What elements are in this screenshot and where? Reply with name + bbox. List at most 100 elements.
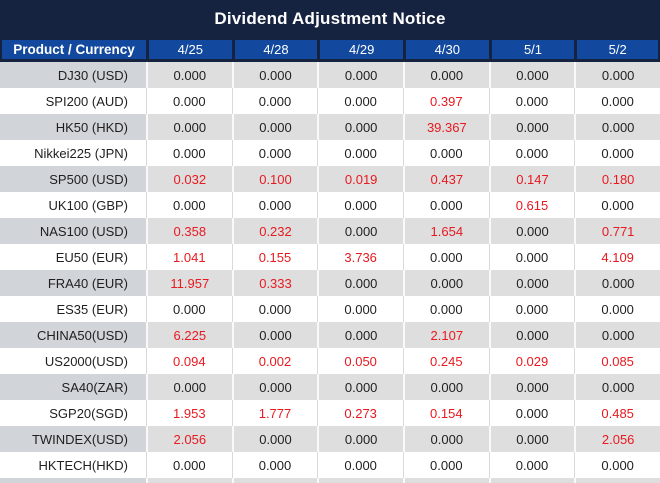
value-cell: 1.777: [231, 400, 318, 426]
page-title: Dividend Adjustment Notice: [214, 9, 446, 28]
value-cell: 0.000: [488, 426, 575, 452]
product-cell: SP500 (USD): [0, 166, 146, 192]
table-row: ES35 (EUR) 0.000 0.000 0.000 0.000 0.000 0.000: [0, 296, 660, 322]
table-row: HKTECH(HKD) 0.000 0.000 0.000 0.000 0.000 0.00…: [0, 452, 660, 478]
date-header-cell: 4/28: [231, 38, 318, 62]
date-header-cell: 5/1: [488, 38, 575, 62]
product-cell: SPI200 (AUD): [0, 88, 146, 114]
product-cell: DJ30 (USD): [0, 62, 146, 88]
value-cell: 0.000: [402, 452, 489, 478]
product-cell: TWINDEX(USD): [0, 426, 146, 452]
value-cell: 11.957: [146, 270, 232, 296]
value-cell: 0.273: [317, 400, 403, 426]
table-row: HK50 (HKD) 0.000 0.000 0.000 39.367 0.000 0.00…: [0, 114, 660, 140]
product-cell: UK100 (GBP): [0, 192, 146, 218]
value-cell: 0.000: [574, 114, 660, 140]
table-row: UK100 (GBP) 0.000 0.000 0.000 0.000 0.615 0.00…: [0, 192, 660, 218]
value-cell: 0.000: [574, 62, 660, 88]
product-cell: HKTECH(HKD): [0, 452, 146, 478]
value-cell: 0.000: [488, 88, 575, 114]
product-currency-header-cell: Product / Currency: [0, 38, 146, 62]
value-cell: 0.000: [146, 374, 232, 400]
date-header-cell: 4/30: [402, 38, 489, 62]
value-cell: 0.000: [402, 62, 489, 88]
date-header-cell: 4/29: [317, 38, 403, 62]
value-cell: 0.000: [488, 270, 575, 296]
value-cell: 2.056: [574, 426, 660, 452]
value-cell: 0.000: [317, 114, 403, 140]
table-row: TWINDEX(USD) 2.056 0.000 0.000 0.000 0.000 2.0…: [0, 426, 660, 452]
date-header-cell: 5/2: [574, 38, 660, 62]
value-cell: 0.000: [488, 218, 575, 244]
value-cell: 0.000: [402, 270, 489, 296]
value-cell: 0.000: [146, 62, 232, 88]
value-cell: 0.002: [231, 348, 318, 374]
value-cell: 0.000: [488, 374, 575, 400]
value-cell: 0.232: [231, 218, 318, 244]
clipped-cell: [574, 478, 660, 483]
value-cell: 0.000: [231, 114, 318, 140]
date-header-cell: 4/25: [146, 38, 232, 62]
value-cell: 1.041: [146, 244, 232, 270]
value-cell: 0.358: [146, 218, 232, 244]
product-cell: HK50 (HKD): [0, 114, 146, 140]
product-cell: SGP20(SGD): [0, 400, 146, 426]
table-row: CHINA50(USD) 6.225 0.000 0.000 2.107 0.000 0.0…: [0, 322, 660, 348]
value-cell: 0.094: [146, 348, 232, 374]
value-cell: 0.397: [402, 88, 489, 114]
product-cell: ES35 (EUR): [0, 296, 146, 322]
table-row: SPI200 (AUD) 0.000 0.000 0.000 0.397 0.000 0.0…: [0, 88, 660, 114]
value-cell: 0.000: [231, 426, 318, 452]
product-cell: Nikkei225 (JPN): [0, 140, 146, 166]
value-cell: 0.000: [574, 374, 660, 400]
table-row: SGP20(SGD) 1.953 1.777 0.273 0.154 0.000 0.485: [0, 400, 660, 426]
clipped-cell: [488, 478, 575, 483]
value-cell: 0.000: [146, 296, 232, 322]
value-cell: 0.000: [317, 296, 403, 322]
value-cell: 0.147: [488, 166, 575, 192]
value-cell: 0.000: [317, 426, 403, 452]
clipped-cell: [0, 478, 146, 483]
value-cell: 0.000: [488, 296, 575, 322]
value-cell: 0.154: [402, 400, 489, 426]
value-cell: 0.000: [231, 296, 318, 322]
table-row: FRA40 (EUR) 11.957 0.333 0.000 0.000 0.000 0.0…: [0, 270, 660, 296]
value-cell: 0.000: [402, 374, 489, 400]
product-cell: NAS100 (USD): [0, 218, 146, 244]
value-cell: 0.000: [317, 192, 403, 218]
title-bar: Dividend Adjustment Notice: [0, 0, 660, 38]
value-cell: 0.180: [574, 166, 660, 192]
product-cell: SA40(ZAR): [0, 374, 146, 400]
value-cell: 0.000: [317, 374, 403, 400]
value-cell: 0.019: [317, 166, 403, 192]
value-cell: 0.000: [317, 270, 403, 296]
value-cell: 0.032: [146, 166, 232, 192]
value-cell: 0.000: [402, 296, 489, 322]
value-cell: 0.000: [317, 88, 403, 114]
value-cell: 0.000: [146, 192, 232, 218]
value-cell: 1.654: [402, 218, 489, 244]
value-cell: 0.000: [402, 244, 489, 270]
value-cell: 0.000: [146, 140, 232, 166]
clipped-cell: [317, 478, 403, 483]
value-cell: 2.107: [402, 322, 489, 348]
value-cell: 0.000: [574, 270, 660, 296]
value-cell: 0.000: [146, 452, 232, 478]
value-cell: 0.000: [488, 400, 575, 426]
value-cell: 0.000: [146, 88, 232, 114]
value-cell: 0.000: [574, 322, 660, 348]
value-cell: 0.333: [231, 270, 318, 296]
value-cell: 0.100: [231, 166, 318, 192]
product-cell: US2000(USD): [0, 348, 146, 374]
value-cell: 0.155: [231, 244, 318, 270]
value-cell: 0.000: [231, 140, 318, 166]
value-cell: 0.000: [402, 140, 489, 166]
value-cell: 1.953: [146, 400, 232, 426]
value-cell: 0.085: [574, 348, 660, 374]
value-cell: 39.367: [402, 114, 489, 140]
clipped-cell: [402, 478, 489, 483]
table-header-row: Product / Currency 4/25 4/28 4/29 4/30 5/1 5/2: [0, 38, 660, 62]
value-cell: 0.029: [488, 348, 575, 374]
value-cell: 0.050: [317, 348, 403, 374]
